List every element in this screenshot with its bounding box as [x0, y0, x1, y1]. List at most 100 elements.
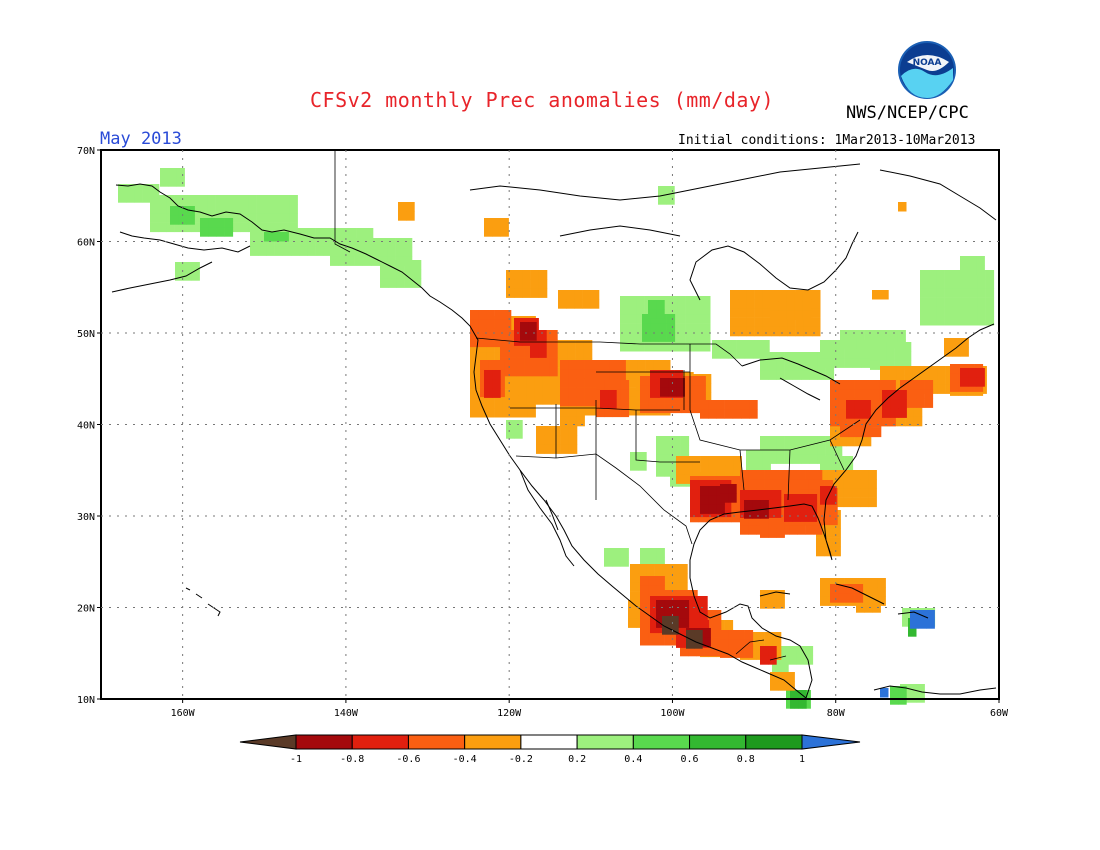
anomaly-cell	[690, 512, 699, 523]
anomaly-cell	[812, 317, 821, 328]
anomaly-cell	[584, 387, 594, 398]
anomaly-cell	[681, 376, 690, 386]
anomaly-cell	[134, 184, 143, 194]
anomaly-cell	[232, 204, 241, 214]
anomaly-cell	[470, 319, 479, 329]
anomaly-cell	[522, 336, 531, 346]
anomaly-cell	[894, 342, 904, 352]
anomaly-cell	[380, 269, 389, 279]
anomaly-cell	[731, 512, 740, 523]
anomaly-cell	[762, 299, 772, 309]
anomaly-cell	[628, 609, 637, 619]
anomaly-cell	[536, 435, 545, 445]
anomaly-cell	[921, 375, 930, 385]
anomaly-cell	[854, 436, 864, 447]
anomaly-cell	[840, 330, 849, 340]
anomaly-cell	[804, 655, 814, 665]
anomaly-cell	[388, 278, 397, 288]
anomaly-cell	[658, 195, 667, 205]
anomaly-cell	[470, 408, 479, 418]
anomaly-cell	[686, 639, 695, 649]
anomaly-cell	[650, 596, 659, 606]
anomaly-cell	[802, 292, 812, 302]
anomaly-cell	[680, 445, 690, 455]
anomaly-cell	[176, 177, 185, 187]
anomaly-cell	[330, 238, 339, 248]
colorbar-tick: 0.4	[624, 754, 642, 765]
anomaly-cell	[756, 641, 765, 651]
anomaly-cell	[664, 600, 673, 610]
anomaly-cell	[656, 576, 665, 586]
anomaly-cell	[797, 470, 806, 480]
anomaly-cell	[844, 358, 854, 368]
anomaly-cell	[584, 360, 594, 370]
anomaly-cell	[802, 301, 812, 311]
anomaly-cell	[840, 427, 849, 438]
anomaly-cell	[780, 656, 789, 666]
anomaly-cell	[480, 360, 489, 370]
anomaly-cell	[702, 374, 712, 384]
anomaly-cell	[272, 232, 281, 242]
anomaly-cell	[752, 509, 761, 519]
anomaly-cell	[640, 594, 649, 604]
anomaly-cell	[776, 370, 785, 380]
anomaly-cell	[754, 308, 764, 318]
anomaly-cell	[660, 387, 669, 397]
anomaly-cell	[620, 398, 630, 408]
anomaly-cell	[526, 376, 535, 387]
anomaly-cell	[828, 465, 837, 475]
anomaly-cell	[952, 316, 962, 326]
anomaly-cell	[608, 390, 617, 400]
anomaly-cells	[118, 168, 995, 709]
anomaly-cell	[778, 672, 787, 682]
anomaly-cell	[650, 605, 659, 615]
anomaly-cell	[628, 342, 637, 352]
anomaly-cell	[732, 400, 742, 410]
anomaly-cell	[843, 479, 853, 489]
anomaly-cell	[609, 360, 618, 370]
anomaly-cell	[784, 361, 794, 371]
anomaly-cell	[672, 609, 681, 619]
anomaly-cell	[877, 587, 886, 597]
anomaly-cell	[760, 370, 769, 380]
anomaly-cell	[551, 376, 560, 387]
anomaly-cell	[828, 456, 837, 466]
anomaly-cell	[944, 270, 954, 280]
anomaly-cell	[820, 587, 829, 597]
anomaly-cell	[500, 348, 509, 358]
anomaly-cell	[362, 238, 372, 248]
anomaly-cell	[702, 392, 712, 402]
anomaly-cell	[186, 215, 195, 225]
anomaly-cell	[897, 330, 906, 340]
anomaly-cell	[920, 279, 929, 289]
anomaly-cell	[412, 278, 422, 288]
anomaly-cell	[819, 470, 828, 480]
colorbar-box	[351, 734, 409, 750]
colorbar-box	[295, 734, 353, 750]
anomaly-cell	[929, 366, 938, 376]
political-borders	[334, 150, 861, 661]
anomaly-cell	[768, 599, 777, 609]
anomaly-cell	[191, 195, 200, 205]
anomaly-cell	[656, 445, 665, 455]
anomaly-cell	[702, 296, 711, 306]
anomaly-cell	[852, 488, 861, 498]
anomaly-cell	[291, 246, 300, 256]
anomaly-cell	[664, 403, 674, 414]
anomaly-cell	[854, 400, 863, 410]
anomaly-cell	[338, 256, 347, 266]
anomaly-cell	[536, 426, 545, 436]
anomaly-cell	[976, 368, 985, 378]
anomaly-cell	[299, 246, 308, 256]
anomaly-cell	[913, 407, 923, 418]
anomaly-cell	[558, 290, 567, 300]
anomaly-cell	[502, 389, 512, 400]
anomaly-cell	[828, 486, 837, 496]
anomaly-cell	[746, 299, 755, 309]
anomaly-cell	[830, 389, 839, 399]
anomaly-cell	[760, 646, 769, 656]
svg-text:NOAA: NOAA	[913, 58, 942, 68]
anomaly-cell	[250, 228, 259, 238]
anomaly-cell	[648, 548, 657, 558]
anomaly-cell	[175, 271, 184, 281]
